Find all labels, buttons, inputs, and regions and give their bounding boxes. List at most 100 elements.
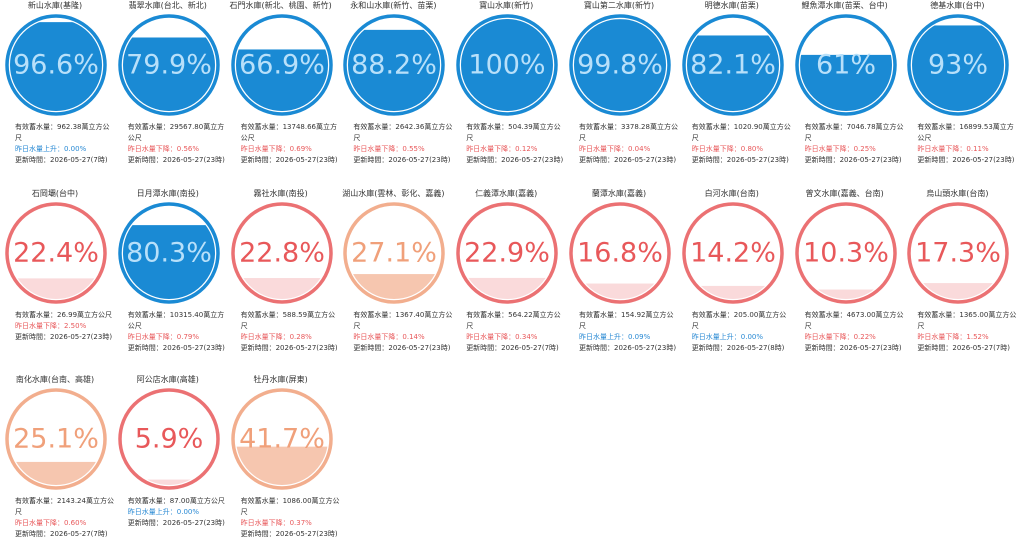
level-label: 66.9% <box>239 50 325 81</box>
reservoir-info: 有效蓄水量：2143.24萬立方公尺 昨日水量下降：0.60% 更新時間：2026-… <box>15 496 115 540</box>
reservoir-name: 仁義潭水庫(嘉義) <box>475 189 538 198</box>
gauge: 10.3% <box>794 202 897 304</box>
gauge: 27.1% <box>343 202 446 304</box>
reservoir-info: 有效蓄水量：2642.36萬立方公尺 昨日水量下降：0.55% 更新時間：2026-… <box>353 122 453 166</box>
reservoir-info: 有效蓄水量：962.38萬立方公尺 昨日水量上升：0.00% 更新時間：2026-0… <box>15 122 115 166</box>
gauge-ring <box>5 202 107 304</box>
reservoir-card: 阿公店水庫(高雄) 5.9% 有效蓄水量：87.00萬立方公尺 昨日水量上升：0.00… <box>116 374 228 529</box>
updated-time: 更新時間：2026-05-27(23時) <box>353 156 451 164</box>
updated-time: 更新時間：2026-05-27(23時) <box>240 156 338 164</box>
storage: 有效蓄水量：1365.00萬立方公尺 <box>917 311 1017 330</box>
gauge-ring <box>5 388 107 490</box>
gauge: 22.9% <box>456 202 558 304</box>
change: 昨日水量上升：0.09% <box>579 333 651 341</box>
level-label: 80.3% <box>126 238 212 269</box>
storage: 有效蓄水量：1367.40萬立方公尺 <box>353 311 453 330</box>
gauge: 100% <box>456 14 558 116</box>
reservoir-name: 白河水庫(台南) <box>704 189 759 198</box>
reservoir-name: 德基水庫(台中) <box>930 1 985 10</box>
water-level <box>686 35 779 111</box>
level-label: 17.3% <box>916 238 1002 269</box>
reservoir-card: 仁義潭水庫(嘉義) 22.9% 有效蓄水量：564.22萬立方公尺昨日水量下降：0.… <box>454 188 566 354</box>
reservoir-name: 新山水庫(基隆) <box>27 1 83 10</box>
updated-time: 更新時間：2026-05-27(7時) <box>15 156 108 164</box>
change: 昨日水量下降：0.37% <box>240 519 312 527</box>
change: 昨日水量下降：0.80% <box>691 145 764 153</box>
reservoir-info: 有效蓄水量：26.99萬立方公尺 昨日水量下降：2.50% 更新時間：2026-05… <box>15 310 115 343</box>
level-label: 27.1% <box>352 238 438 269</box>
gauge-ring <box>682 14 784 116</box>
gauge-fill-group <box>686 35 779 111</box>
gauge-fill-group <box>348 29 441 111</box>
updated-time: 更新時間：2026-05-27(23時) <box>579 344 677 352</box>
gauge-ring <box>5 14 107 116</box>
storage: 有效蓄水量：7046.78萬立方公尺 <box>804 123 904 142</box>
gauge: 88.2% <box>343 14 446 116</box>
gauge-ring <box>118 388 220 490</box>
gauge-ring <box>794 14 897 116</box>
storage: 有效蓄水量：564.22萬立方公尺 <box>466 311 561 330</box>
level-label: 14.2% <box>690 238 776 269</box>
level-label: 88.2% <box>352 50 438 81</box>
level-label: 25.1% <box>13 424 99 455</box>
reservoir-name: 南化水庫(台南、高雄) <box>15 375 95 384</box>
level-label: 99.8% <box>577 50 663 81</box>
gauge-fill-group <box>799 289 892 299</box>
updated-time: 更新時間：2026-05-27(23時) <box>579 156 677 164</box>
gauge-ring <box>569 14 671 116</box>
level-label: 10.3% <box>803 238 889 269</box>
change: 昨日水量下降：0.60% <box>15 519 87 527</box>
gauge: 66.9% <box>230 14 333 116</box>
gauge-fill-group <box>10 461 102 485</box>
reservoir-card: 石門水庫(新北、桃園、新竹) 66.9% 有效蓄水量：13748.66萬立方公尺 昨日… <box>229 0 341 166</box>
gauge: 5.9% <box>118 388 220 490</box>
storage: 有效蓄水量：205.00萬立方公尺 <box>691 311 787 330</box>
gauge: 80.3% <box>118 202 220 304</box>
gauge: 79.9% <box>118 14 220 116</box>
water-level <box>122 225 215 299</box>
gauge-fill-group <box>122 225 215 299</box>
gauge-fill-group <box>461 19 554 111</box>
change: 昨日水量下降：0.34% <box>466 333 538 341</box>
storage: 有效蓄水量：13748.66萬立方公尺 <box>240 123 337 142</box>
updated-time: 更新時間：2026-05-27(23時) <box>15 333 113 341</box>
change: 昨日水量下降：0.69% <box>240 145 312 153</box>
updated-time: 更新時間：2026-05-27(23時) <box>353 344 451 352</box>
reservoir-card: 烏山頭水庫(台南) 17.3% 有效蓄水量：1365.00萬立方公尺 昨日水量下降：1… <box>905 188 1017 354</box>
reservoir-info: 有效蓄水量：4673.00萬立方公尺 昨日水量下降：0.22% 更新時間：2026-… <box>805 310 905 354</box>
level-label: 96.6% <box>13 50 99 81</box>
reservoir-name: 霧社水庫(南投) <box>253 189 308 198</box>
gauge-ring <box>907 202 1010 304</box>
gauge: 82.1% <box>682 14 784 116</box>
updated-time: 更新時間：2026-05-27(7時) <box>917 344 1010 352</box>
water-level <box>912 25 1005 111</box>
gauge-ring <box>118 14 220 116</box>
water-level <box>461 19 554 111</box>
reservoir-card: 翡翠水庫(台北、新北) 79.9% 有效蓄水量：29567.80萬立方公尺 昨日水量下… <box>116 0 228 166</box>
change: 昨日水量下降：0.56% <box>127 145 200 153</box>
water-level <box>122 37 215 111</box>
reservoir-card: 新山水庫(基隆) 96.6% 有效蓄水量：962.38萬立方公尺 昨日水量上升：0.0… <box>3 0 115 166</box>
gauge: 61% <box>794 14 897 116</box>
storage: 有效蓄水量：2642.36萬立方公尺 <box>353 123 453 142</box>
reservoir-name: 日月潭水庫(南投) <box>136 189 199 198</box>
gauge: 99.8% <box>569 14 671 116</box>
storage: 有效蓄水量：1086.00萬立方公尺 <box>240 497 340 516</box>
reservoir-name: 翡翠水庫(台北、新北) <box>128 1 207 10</box>
level-label: 61% <box>816 50 876 81</box>
gauge-ring <box>569 202 671 304</box>
gauge-ring <box>343 202 446 304</box>
level-label: 22.4% <box>13 238 99 269</box>
level-label: 93% <box>928 50 988 81</box>
change: 昨日水量下降：0.79% <box>127 333 200 341</box>
level-label: 79.9% <box>126 50 212 81</box>
reservoir-name: 鯉魚潭水庫(苗栗、台中) <box>801 1 888 10</box>
reservoir-card: 明德水庫(苗栗) 82.1% 有效蓄水量：1020.90萬立方公尺 昨日水量下降：0.… <box>680 0 792 166</box>
reservoir-info: 有效蓄水量：16899.53萬立方公尺 昨日水量下降：0.11% 更新時間：2026… <box>917 122 1017 166</box>
storage: 有效蓄水量：3378.28萬立方公尺 <box>579 123 678 142</box>
change: 昨日水量下降：0.11% <box>917 145 989 153</box>
updated-time: 更新時間：2026-05-27(23時) <box>240 530 338 538</box>
reservoir-name: 寶山第二水庫(新竹) <box>583 1 655 10</box>
change: 昨日水量下降：0.12% <box>466 145 538 153</box>
water-level <box>574 19 666 111</box>
